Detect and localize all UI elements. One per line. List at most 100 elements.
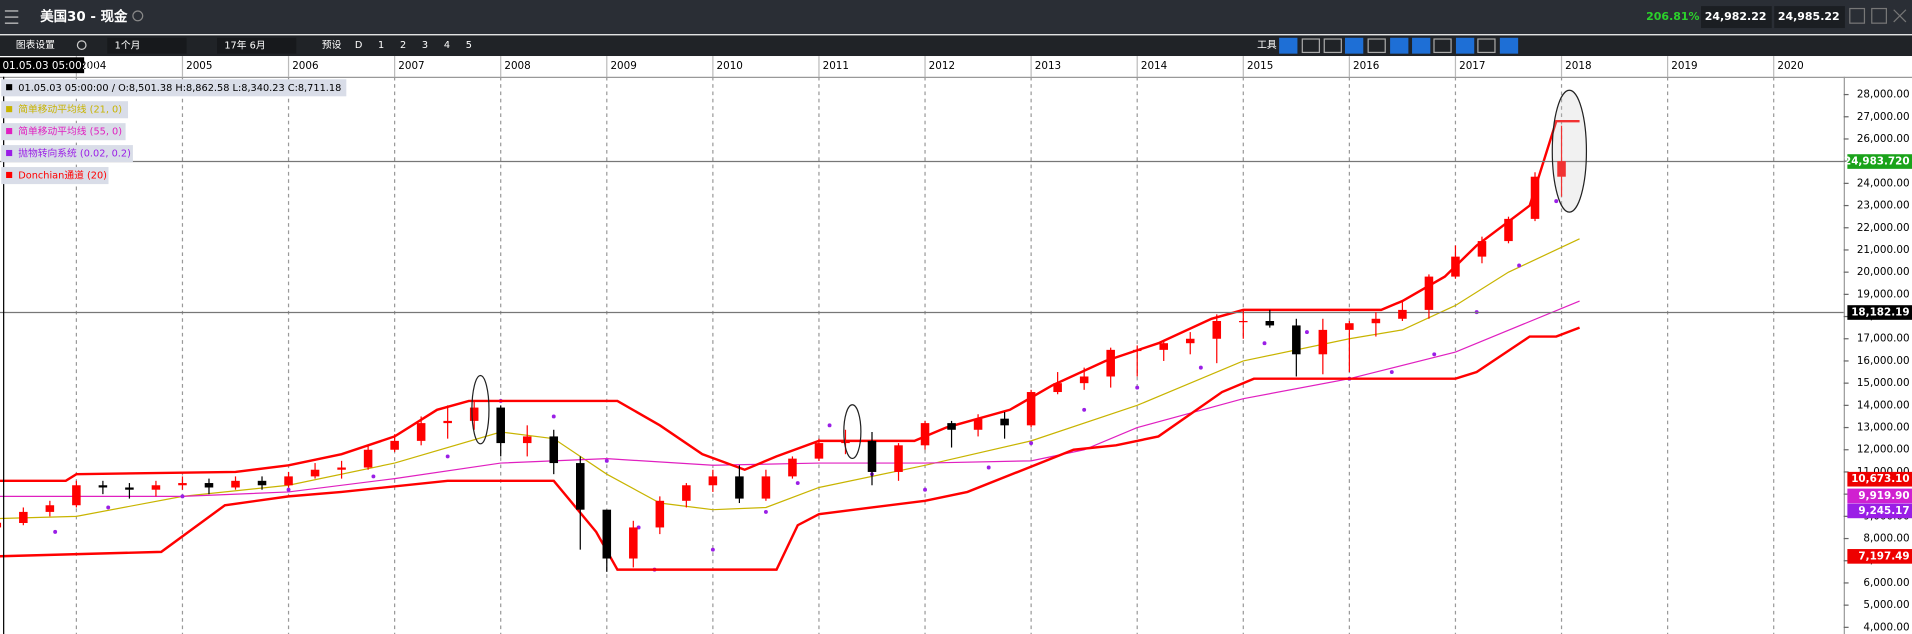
preset[interactable]: 预设 bbox=[322, 39, 342, 51]
legend-label: 抛物转向系统 (0.02, 0.2) bbox=[18, 147, 131, 160]
interval[interactable]: 1个月 bbox=[115, 40, 141, 52]
candle-body bbox=[1079, 376, 1089, 384]
candle-body bbox=[655, 500, 665, 528]
sar-dot bbox=[551, 414, 556, 419]
candle-body bbox=[231, 480, 240, 488]
x-tick-label: 2015 bbox=[1247, 60, 1273, 72]
x-tick-label: 2004 bbox=[80, 60, 107, 72]
sar-dot bbox=[53, 529, 58, 534]
x-tick-label: 2006 bbox=[292, 60, 318, 72]
candle-body bbox=[814, 443, 824, 459]
candle-body bbox=[257, 480, 267, 486]
sar-dot bbox=[1432, 352, 1437, 357]
tool-icons[interactable] bbox=[1279, 37, 1519, 54]
period-button[interactable]: 2 bbox=[400, 40, 406, 51]
candle-body bbox=[1424, 276, 1434, 310]
sell-box[interactable] bbox=[1701, 6, 1772, 29]
sar-dot bbox=[1517, 263, 1522, 268]
candle-body bbox=[602, 509, 612, 559]
legend: 01.05.03 05:00:00 / O:8,501.38 H:8,862.5… bbox=[1, 79, 347, 185]
x-tick-label: 2005 bbox=[186, 60, 212, 72]
y-tick-label: 26,000.00 bbox=[1857, 133, 1910, 145]
candle-body bbox=[1292, 325, 1301, 355]
period-button[interactable]: 5 bbox=[466, 40, 472, 51]
menu-icon[interactable] bbox=[4, 10, 19, 24]
candle-body bbox=[629, 527, 638, 559]
candle-body bbox=[1053, 383, 1062, 393]
candle-body bbox=[1132, 349, 1142, 352]
sar-dot bbox=[763, 509, 768, 514]
sar-dot bbox=[827, 423, 832, 428]
candle-body bbox=[1371, 318, 1381, 324]
candle-body bbox=[0, 522, 2, 528]
x-tick-label: 2014 bbox=[1141, 60, 1168, 72]
x-tick-label: 2007 bbox=[398, 60, 424, 72]
y-tick-label: 4,000.00 bbox=[1863, 621, 1909, 633]
buy-box[interactable] bbox=[1774, 6, 1845, 29]
candle-body bbox=[284, 476, 293, 486]
candle-body bbox=[1530, 176, 1540, 219]
sar-dot bbox=[180, 494, 185, 499]
candle-body bbox=[72, 485, 81, 506]
period-button[interactable]: 4 bbox=[444, 40, 450, 51]
donchian-lower bbox=[0, 326, 1581, 571]
instrument-title: 美国30 - 现金 bbox=[40, 8, 128, 25]
candle-body bbox=[1318, 329, 1328, 355]
price-tag-label: 18,182.19 bbox=[1851, 307, 1909, 319]
window-buttons[interactable] bbox=[1849, 7, 1907, 24]
y-tick-label: 8,000.00 bbox=[1863, 533, 1909, 545]
sar-dot bbox=[710, 547, 715, 552]
period-button[interactable]: D bbox=[355, 40, 363, 51]
candle-body bbox=[522, 436, 532, 444]
legend-label: Donchian通道 (20) bbox=[18, 169, 107, 182]
candle-body bbox=[1000, 418, 1009, 426]
cursor-time-box bbox=[0, 57, 85, 74]
search-icon[interactable] bbox=[132, 10, 144, 22]
candle-body bbox=[1212, 320, 1222, 339]
period-button[interactable]: 1 bbox=[378, 40, 384, 51]
interval-select[interactable] bbox=[107, 37, 187, 54]
x-tick-label: 2016 bbox=[1353, 60, 1379, 72]
candle-body bbox=[443, 420, 452, 424]
candle-body bbox=[204, 483, 214, 488]
y-tick-label: 21,000.00 bbox=[1857, 244, 1910, 256]
sar-dot bbox=[106, 505, 111, 510]
x-tick-label: 2019 bbox=[1671, 60, 1697, 72]
moving-average bbox=[0, 238, 1580, 520]
cursor-time: 01.05.03 05:00:00 bbox=[2, 60, 98, 72]
y-tick-label: 16,000.00 bbox=[1857, 355, 1910, 367]
buy-price[interactable]: 24,985.22 bbox=[1778, 10, 1840, 23]
candle-body bbox=[19, 511, 28, 524]
candle-body bbox=[1239, 320, 1248, 323]
candle-body bbox=[125, 487, 134, 490]
candle-body bbox=[310, 469, 320, 477]
y-tick-label: 6,000.00 bbox=[1863, 577, 1909, 589]
date[interactable]: 17年 6月 bbox=[224, 39, 265, 52]
legend-label: 简单移动平均线 (55, 0) bbox=[18, 125, 122, 138]
price-tag-label: 9,919.90 bbox=[1858, 490, 1909, 502]
legend-label: 简单移动平均线 (21, 0) bbox=[18, 103, 122, 116]
candle-body bbox=[1159, 343, 1168, 350]
candle-body bbox=[98, 485, 108, 488]
date-select[interactable] bbox=[217, 37, 297, 54]
sar-dot bbox=[1082, 407, 1087, 412]
y-tick-label: 20,000.00 bbox=[1857, 266, 1910, 278]
candle-body bbox=[894, 445, 903, 472]
y-tick-label: 23,000.00 bbox=[1857, 200, 1910, 212]
candle-body bbox=[1106, 349, 1115, 377]
candle-body bbox=[549, 436, 559, 464]
y-tick-label: 15,000.00 bbox=[1857, 377, 1910, 389]
price-tag bbox=[1847, 305, 1912, 320]
candle-body bbox=[1451, 256, 1460, 277]
sell-price[interactable]: 24,982.22 bbox=[1705, 10, 1767, 23]
sar-dot bbox=[795, 481, 800, 485]
y-tick-label: 27,000.00 bbox=[1857, 111, 1910, 123]
time-axis-bg bbox=[0, 56, 1912, 77]
gear-icon[interactable] bbox=[76, 40, 87, 50]
y-tick-label: 5,000.00 bbox=[1863, 599, 1909, 611]
x-tick-label: 2020 bbox=[1777, 60, 1803, 72]
chart-settings[interactable]: 图表设置 bbox=[16, 38, 55, 51]
candle-body bbox=[1398, 309, 1407, 319]
period-button[interactable]: 3 bbox=[422, 40, 428, 51]
candle-body bbox=[151, 485, 161, 490]
